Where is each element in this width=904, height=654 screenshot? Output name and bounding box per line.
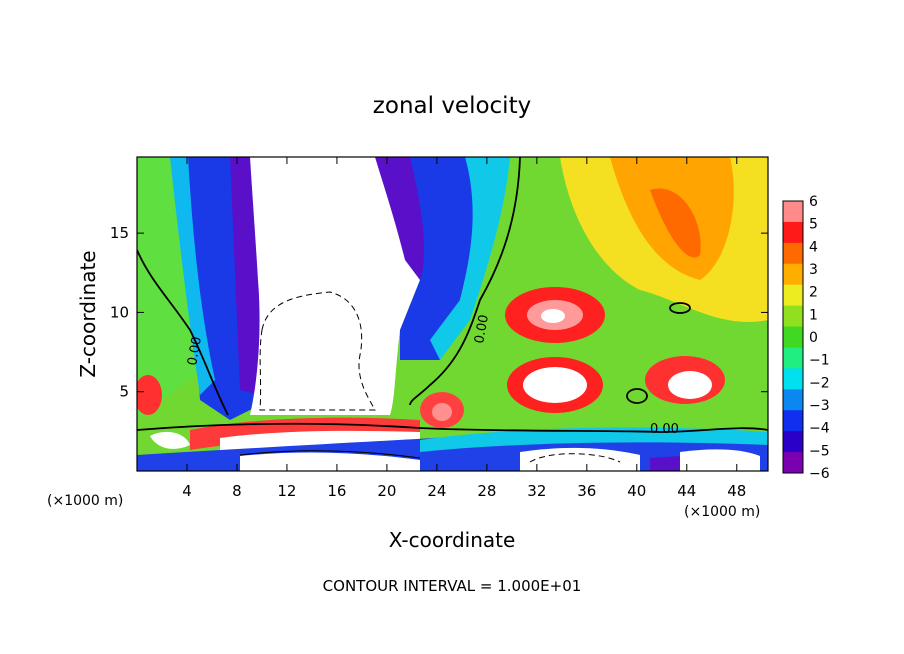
colorbar-swatch — [783, 284, 803, 307]
colorbar-swatch — [783, 347, 803, 369]
y-axis-label: Z-coordinate — [76, 250, 100, 377]
contour-loop-east — [669, 302, 691, 314]
colorbar-tick-label: 2 — [809, 285, 818, 301]
colorbar-swatch — [783, 242, 803, 265]
white-core-mid-lower — [523, 367, 587, 403]
colorbar-frame — [782, 200, 804, 474]
heatmap-field: 0.00 0.00 0.00 — [137, 157, 768, 471]
colorbar-tick-label: −5 — [809, 443, 830, 459]
colorbar-swatch — [783, 263, 803, 286]
colorbar-swatch — [783, 452, 803, 474]
purple-band-east — [375, 157, 425, 280]
colorbar-swatch — [783, 410, 803, 432]
x-tick-label: 4 — [182, 482, 192, 500]
contour-zero-west — [137, 249, 229, 416]
contour-label-central: 0.00 — [472, 314, 492, 345]
x-tick-label: 36 — [577, 482, 596, 500]
white-band-bottom-mid — [520, 447, 640, 471]
cyan-band-east — [430, 157, 510, 360]
x-axis-ticks: 4 8 12 16 20 24 28 32 36 40 44 48 — [182, 157, 746, 500]
contour-dashed-bottom — [529, 453, 621, 463]
x-tick-label: 44 — [677, 482, 696, 500]
white-band-bottom-left — [240, 452, 420, 471]
colorbar-tick-label: 3 — [809, 262, 818, 278]
contour-label-west: 0.00 — [185, 336, 205, 367]
y-tick-label: 5 — [119, 383, 129, 401]
x-tick-label: 48 — [727, 482, 746, 500]
x-tick-label: 8 — [232, 482, 242, 500]
white-core — [250, 157, 420, 415]
colorbar-swatch — [783, 326, 803, 348]
white-core-east — [668, 371, 712, 399]
colorbar-tick-label: 5 — [809, 217, 818, 233]
x-tick-label: 28 — [477, 482, 496, 500]
x-tick-label: 12 — [277, 482, 296, 500]
colorbar-tick-label: −2 — [809, 375, 830, 391]
colorbar-tick-label: −6 — [809, 466, 830, 482]
x-tick-label: 24 — [427, 482, 446, 500]
contour-zero-central — [409, 157, 521, 406]
colorbar-tick-label: −3 — [809, 398, 830, 414]
purple-patch-bottom-east — [650, 456, 680, 471]
colorbar-tick-label: −4 — [809, 421, 830, 437]
contour-dashed-core — [259, 291, 376, 411]
colorbar-tick-label: 4 — [809, 239, 818, 255]
colorbar-tick-label: −1 — [809, 353, 830, 369]
colorbar-swatch — [783, 221, 803, 244]
contour-thin-low — [239, 450, 421, 459]
white-band-bottom-east — [680, 449, 760, 471]
colorbar-tick-label: 6 — [809, 194, 818, 210]
chart-title: zonal velocity — [373, 93, 531, 119]
colorbar-swatch — [783, 431, 803, 453]
contour-interval-note: CONTOUR INTERVAL = 1.000E+01 — [323, 577, 582, 595]
y-tick-label: 15 — [110, 224, 129, 242]
y-axis-ticks: 5 10 15 — [110, 224, 768, 401]
colorbar-swatch — [783, 201, 803, 223]
x-tick-label: 16 — [327, 482, 346, 500]
red-core-ne — [650, 188, 701, 258]
contour-loop-mid — [626, 388, 648, 404]
x-axis-label: X-coordinate — [389, 528, 516, 552]
colorbar-tick-label: 0 — [809, 330, 818, 346]
colorbar-tick-label: 1 — [809, 307, 818, 323]
x-unit-right: (×1000 m) — [684, 504, 760, 520]
white-core-mid-upper — [541, 309, 565, 323]
cyan-edge-west — [170, 157, 215, 395]
colorbar-swatch — [783, 368, 803, 390]
x-tick-label: 40 — [627, 482, 646, 500]
plot-frame — [136, 156, 769, 472]
red-blob-left-edge — [137, 375, 162, 415]
colorbar-swatch — [783, 389, 803, 411]
contour-zero-low — [137, 422, 768, 433]
x-tick-label: 20 — [377, 482, 396, 500]
contour-label-low: 0.00 — [650, 422, 679, 437]
x-tick-label: 32 — [527, 482, 546, 500]
x-unit-left: (×1000 m) — [47, 493, 123, 509]
white-blob-left-bottom — [150, 431, 190, 449]
colorbar: 6 5 4 3 2 1 0 −1 −2 −3 −4 −5 −6 — [782, 194, 830, 482]
pink-blob-lower-mid — [432, 403, 452, 421]
y-tick-label: 10 — [110, 303, 129, 321]
colorbar-swatch — [783, 305, 803, 328]
cyan-band-bottom — [420, 427, 768, 452]
